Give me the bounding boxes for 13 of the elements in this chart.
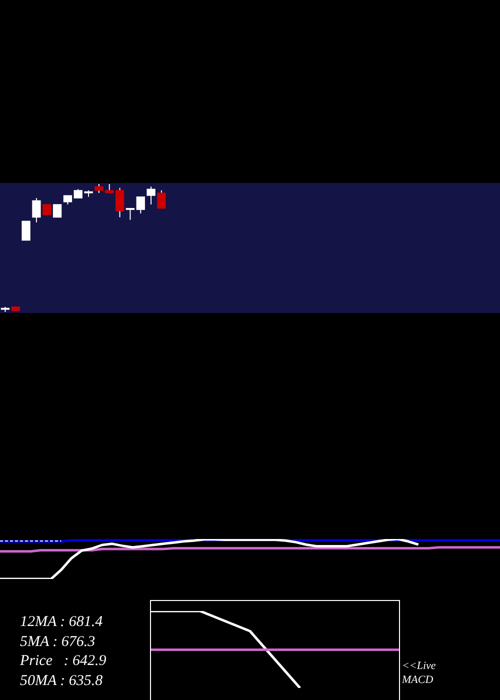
candlestick <box>136 196 145 214</box>
text: 50MA : 635.8 <box>20 672 104 692</box>
candlestick <box>42 204 52 216</box>
candlestick <box>22 220 30 241</box>
text: <<Live MACD <box>402 659 437 687</box>
text: 12MA : 681.4 <box>20 613 104 632</box>
candlestick <box>146 186 156 205</box>
candlestick <box>52 204 62 218</box>
candlestick <box>32 198 41 223</box>
candlestick <box>115 187 124 218</box>
candlestick <box>126 208 135 220</box>
text: 5MA : 676.3 <box>20 632 96 652</box>
text: Price : 642.9 <box>20 652 108 672</box>
